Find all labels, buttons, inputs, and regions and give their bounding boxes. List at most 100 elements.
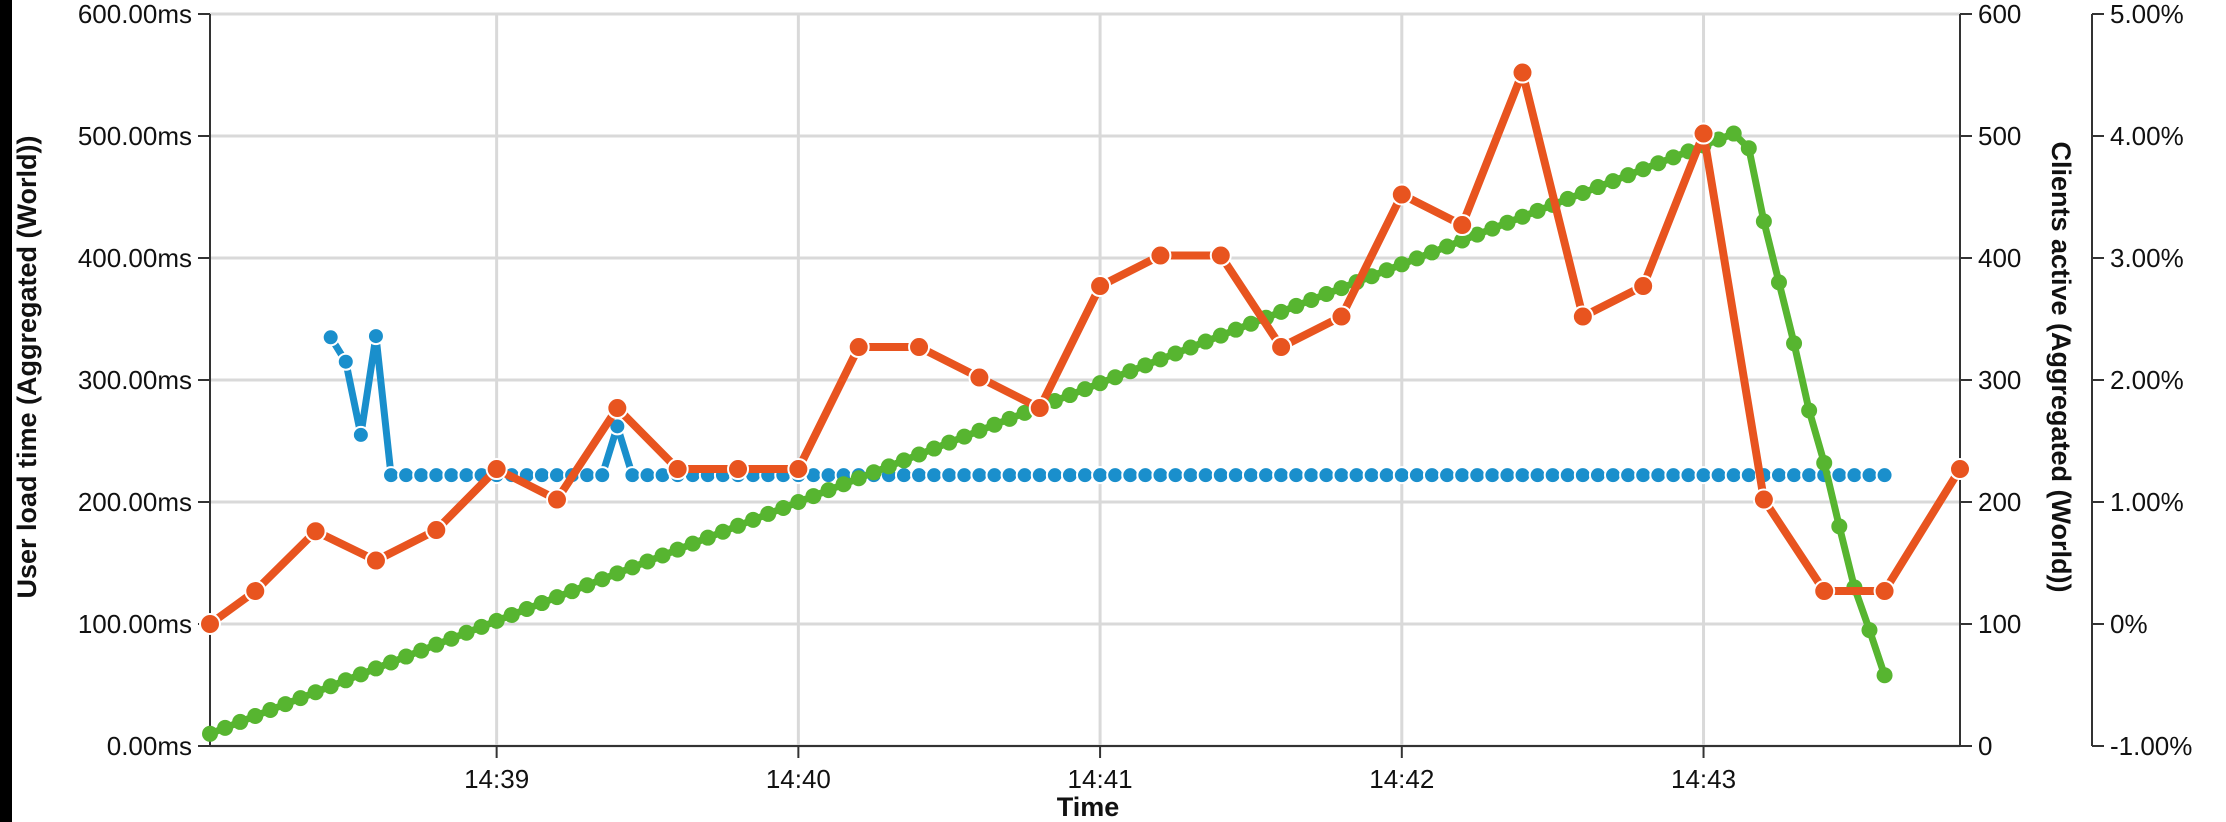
series-clients-active-point: [624, 559, 641, 576]
series-clients-active-point: [202, 725, 218, 742]
series-clients-active-point: [1665, 149, 1682, 166]
series-user-load-time-point: [1813, 580, 1836, 603]
series-third-point: [1302, 466, 1321, 485]
y-right-tick-label: 400: [1978, 243, 2021, 273]
series-third-point: [1709, 466, 1728, 485]
y-left-tick-label: 400.00ms: [78, 243, 192, 273]
series-user-load-time-line: [206, 68, 1964, 628]
y-right-tick-label: 0: [1978, 731, 1992, 761]
series-clients-active-point: [895, 452, 912, 469]
series-clients-active-point: [1288, 297, 1305, 314]
series-clients-active-point: [443, 630, 460, 647]
series-third-point: [382, 466, 401, 485]
series-clients-active-point: [745, 511, 762, 528]
series-clients-active-point: [730, 517, 747, 534]
series-clients-active-point: [880, 458, 897, 475]
series-clients-active-point: [533, 595, 550, 612]
series-clients-active-point: [1816, 454, 1833, 471]
series-third-point: [1588, 466, 1607, 485]
series-user-load-time-point: [304, 520, 327, 543]
series-third-point: [1785, 466, 1804, 485]
series-user-load-time-point: [787, 458, 810, 481]
series-user-load-time-point: [1632, 275, 1655, 298]
series-clients-active-point: [473, 618, 490, 635]
series-clients-active-point: [579, 577, 596, 594]
y-right-axis-title: Clients active (Aggregated (World)): [2046, 141, 2076, 592]
series-clients-active-point: [971, 422, 988, 439]
series-clients-active-point: [1273, 303, 1290, 320]
series-third-point: [578, 466, 597, 485]
series-user-load-time-point: [425, 519, 448, 542]
series-third-point: [1211, 466, 1230, 485]
series-clients-active-point: [262, 702, 279, 719]
series-third-point: [547, 466, 566, 485]
series-clients-active-point: [548, 589, 565, 606]
series-clients-active-point: [926, 440, 943, 457]
series-third-point: [1226, 466, 1245, 485]
series-clients-active-point: [1650, 155, 1667, 172]
series-third-point: [1453, 466, 1472, 485]
series-third-point: [336, 352, 355, 371]
series-clients-active-point: [639, 553, 656, 570]
series-user-load-time-point: [1330, 305, 1353, 328]
series-clients-active-point: [1589, 179, 1606, 196]
series-third-point: [1498, 466, 1517, 485]
series-clients-active-point: [352, 666, 369, 683]
series-user-load-time-point: [1692, 122, 1715, 145]
series-clients-active-point: [1529, 202, 1546, 219]
series-clients-active-point: [1831, 518, 1848, 535]
series-third-point: [910, 466, 929, 485]
series-third-point: [593, 466, 612, 485]
series-clients-active-point: [322, 678, 339, 695]
chart-background: [12, 0, 2226, 822]
series-clients-active-point: [805, 488, 822, 505]
series-clients-active-point: [1167, 345, 1184, 362]
series-clients-active-point: [1152, 351, 1169, 368]
series-clients-active-point: [1786, 335, 1803, 352]
series-clients-active-point: [1755, 213, 1772, 230]
series-third-point: [1392, 466, 1411, 485]
series-third-point: [623, 466, 642, 485]
series-third-point: [894, 466, 913, 485]
series-third-point: [412, 466, 431, 485]
series-clients-active-point: [956, 428, 973, 445]
series-clients-active-point: [1439, 238, 1456, 255]
x-axis-title: Time: [1057, 792, 1120, 822]
series-clients-active-point: [654, 547, 671, 564]
series-clients-active-point: [1333, 280, 1350, 297]
series-clients-active-point: [684, 535, 701, 552]
x-tick-label: 14:41: [1068, 764, 1133, 794]
y-right2-tick-label: 1.00%: [2110, 487, 2184, 517]
series-third-point: [1241, 466, 1260, 485]
series-clients-active-point: [1318, 286, 1335, 303]
x-tick-label: 14:40: [766, 764, 831, 794]
series-user-load-time-point: [1949, 458, 1971, 481]
series-third-point: [1377, 466, 1396, 485]
series-third-point: [1724, 466, 1743, 485]
series-clients-active-point: [217, 719, 234, 736]
series-user-load-time-point: [1149, 244, 1172, 267]
series-clients-active-point: [1710, 131, 1727, 148]
series-clients-active-point: [1092, 375, 1109, 392]
series-third-point: [397, 466, 416, 485]
y-right-tick-label: 500: [1978, 121, 2021, 151]
series-third-point: [1558, 466, 1577, 485]
x-tick-label: 14:42: [1369, 764, 1434, 794]
series-clients-active-point: [413, 642, 430, 659]
series-third-point: [925, 466, 944, 485]
series-third-point: [819, 466, 838, 485]
series-clients-active-point: [1408, 250, 1425, 267]
series-clients-active-point: [1499, 214, 1516, 231]
series-third-point: [1272, 466, 1291, 485]
series-clients-active-point: [1378, 262, 1395, 279]
series-clients-active-point: [1242, 315, 1259, 332]
series-user-load-time-point: [968, 366, 991, 389]
series-user-load-time-point: [1451, 214, 1474, 237]
series-third-point: [1166, 466, 1185, 485]
series-clients-active-point: [669, 541, 686, 558]
y-left-tick-label: 100.00ms: [78, 609, 192, 639]
series-third-point: [1528, 466, 1547, 485]
series-third-point: [940, 466, 959, 485]
series-clients-active-point: [820, 482, 837, 499]
